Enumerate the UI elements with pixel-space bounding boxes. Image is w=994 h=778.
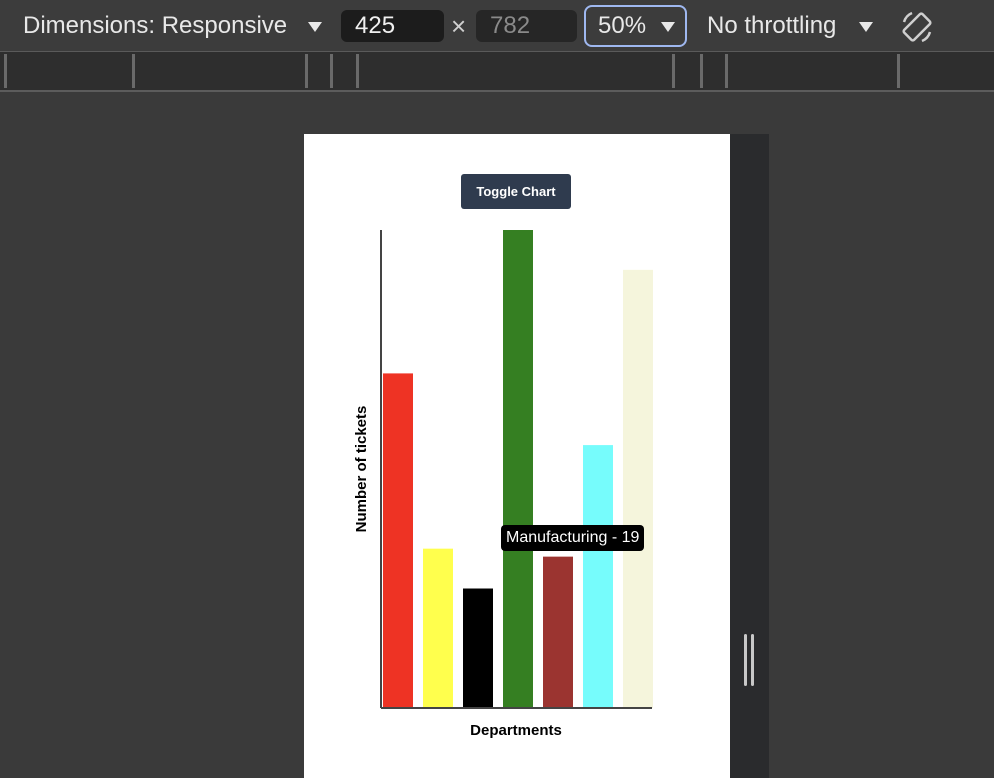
throttling-dropdown[interactable]: No throttling [707, 12, 837, 39]
times-icon: × [451, 11, 467, 41]
devtools-toolbar: Dimensions: Responsive 425 × 782 50% No … [0, 0, 994, 52]
zoom-dropdown[interactable] [584, 5, 687, 47]
device-viewport: Toggle Chart Departments Number of ticket… [304, 134, 730, 778]
ruler-tick [672, 54, 675, 88]
ruler-tick [330, 54, 333, 88]
dimensions-chevron-down-icon[interactable] [308, 22, 322, 32]
bar-1[interactable] [423, 548, 453, 708]
toggle-chart-button[interactable]: Toggle Chart [461, 174, 571, 209]
bar-tooltip: Manufacturing - 19 [501, 525, 645, 551]
resize-handle-bar[interactable] [751, 634, 754, 686]
bar-chart: Departments Number of tickets [353, 230, 653, 739]
bar-4[interactable] [543, 556, 573, 708]
rotate-icon[interactable] [898, 8, 936, 46]
zoom-value: 50% [598, 12, 647, 39]
bar-5[interactable] [583, 445, 613, 708]
bar-0[interactable] [383, 373, 413, 708]
ruler-tick [356, 54, 359, 88]
resize-gutter[interactable] [730, 134, 769, 778]
x-axis-label: Departments [470, 722, 562, 739]
bar-6[interactable] [623, 269, 653, 708]
media-query-ruler [0, 52, 994, 92]
ruler-tick [897, 54, 900, 88]
ruler-tick [305, 54, 308, 88]
y-axis-label: Number of tickets [353, 406, 370, 533]
ruler-tick [725, 54, 728, 88]
resize-handle-bar[interactable] [744, 634, 747, 686]
ruler-tick [700, 54, 703, 88]
width-input[interactable]: 425 [341, 10, 444, 42]
zoom-chevron-down-icon[interactable] [661, 22, 675, 32]
ruler-tick [132, 54, 135, 88]
ruler-tick [4, 54, 7, 88]
throttling-chevron-down-icon[interactable] [859, 22, 873, 32]
bar-2[interactable] [463, 588, 493, 709]
height-input[interactable]: 782 [476, 10, 577, 42]
bar-3[interactable] [503, 230, 533, 708]
dimensions-dropdown[interactable]: Dimensions: Responsive [23, 12, 288, 39]
